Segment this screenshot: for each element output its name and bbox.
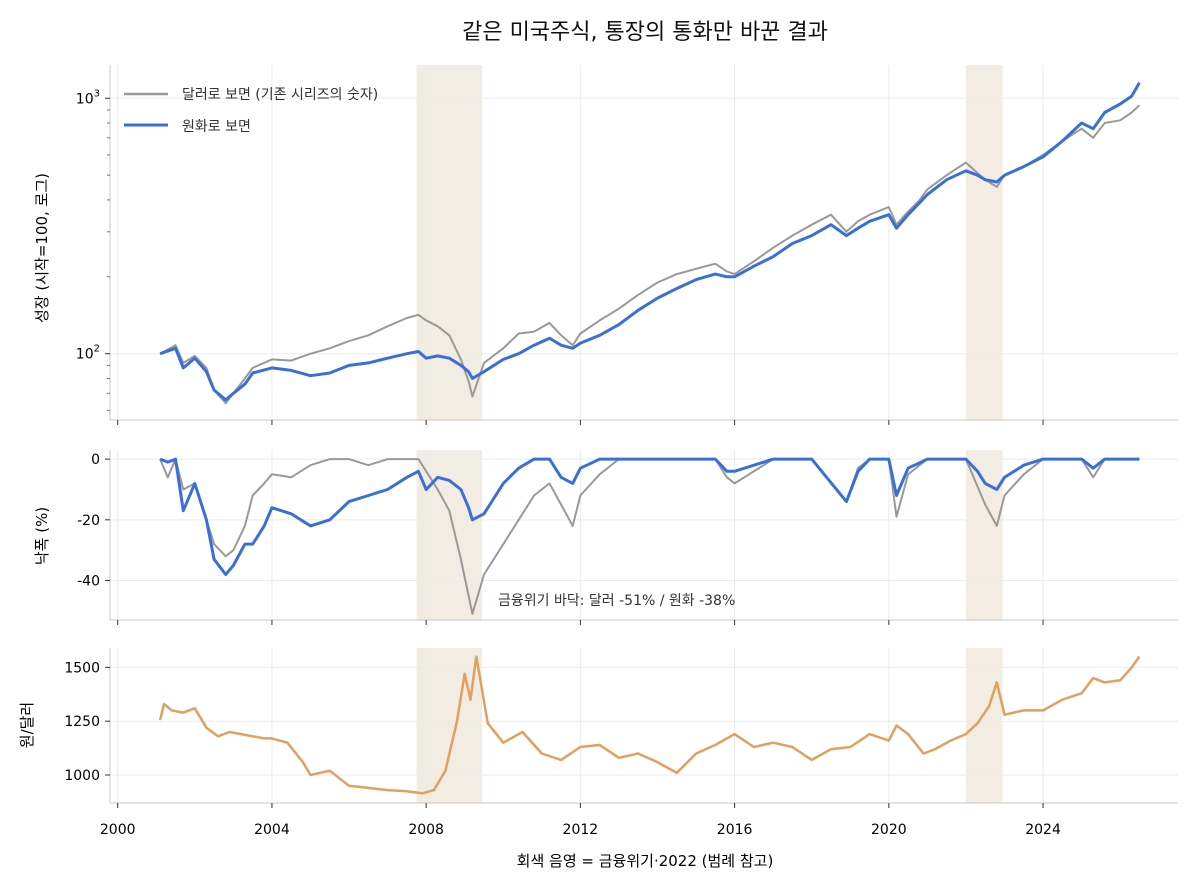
x-axis-label: 회색 음영 = 금융위기·2022 (범례 참고) [517,852,774,870]
legend-label-krw: 원화로 보면 [182,119,251,135]
drawdown-ytick-label-2: -40 [77,574,100,590]
growth-ytick-label-0: 102 [76,344,100,363]
chart-title: 같은 미국주식, 통장의 통화만 바꾼 결과 [462,20,828,45]
panel-fx: 1000 1250 1500 원/달러 [18,648,1178,808]
drawdown-series-usd [159,458,1140,615]
fx-ytick-label-1: 1250 [64,714,100,730]
growth-series-krw [159,82,1141,402]
drawdown-y-axis-label: 낙폭 (%) [33,507,51,565]
panel-drawdown: 0 -20 -40 낙폭 (%) 금융위기 바닥: 달러 -51% / 원화 -38… [33,450,1178,625]
growth-y-axis-label: 성장 (시작=100, 로그) [33,173,51,323]
fx-ytick-label-2: 1500 [64,660,100,676]
drawdown-shade-1 [965,450,1003,620]
fx-y-axis-label: 원/달러 [18,702,36,748]
x-tick-label-1: 2004 [254,822,290,838]
growth-shade-0 [416,65,483,420]
crisis-bottom-annotation: 금융위기 바닥: 달러 -51% / 원화 -38% [498,593,735,609]
legend-label-usd: 달러로 보면 (기존 시리즈의 숫자) [182,87,378,103]
growth-ytick-label-1: 103 [76,88,100,107]
drawdown-series-krw [159,457,1140,576]
fx-series-fx [158,655,1141,795]
fx-shade-1 [965,648,1003,803]
fx-ytick-label-0: 1000 [64,768,100,784]
drawdown-shade-0 [416,450,483,620]
growth-shade-1 [965,65,1003,420]
fx-shade-0 [416,648,483,803]
x-tick-label-6: 2024 [1025,822,1061,838]
x-tick-label-4: 2016 [717,822,753,838]
x-tick-label-3: 2012 [563,822,599,838]
x-tick-label-2: 2008 [408,822,444,838]
x-tick-label-5: 2020 [871,822,907,838]
x-axis-ticks: 2000 2004 2008 2012 2016 2020 2024 [100,822,1061,838]
drawdown-ytick-label-1: -20 [77,513,100,529]
legend: 달러로 보면 (기존 시리즈의 숫자) 원화로 보면 [124,87,378,135]
panel-growth: 102 103 성장 (시작=100, 로그) [33,65,1178,425]
x-tick-label-0: 2000 [100,822,136,838]
drawdown-ytick-label-0: 0 [91,452,100,468]
